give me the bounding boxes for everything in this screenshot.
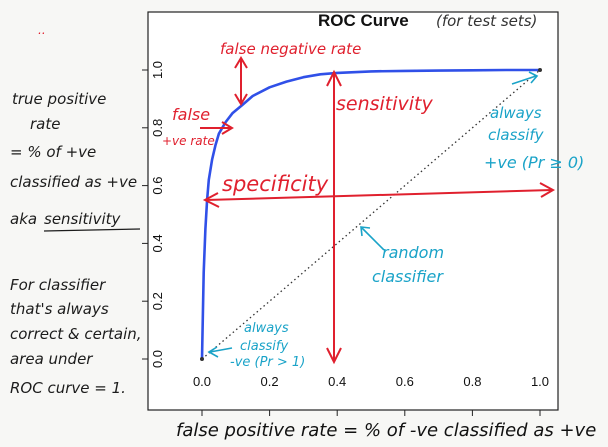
x-tick-label: 0.0 — [193, 374, 211, 389]
specificity-arrowhead-left — [202, 192, 220, 208]
always-positive-line3: +ve (Pr ≥ 0) — [484, 153, 584, 172]
x-tick-label: 0.8 — [463, 374, 481, 389]
false-positive-arrowhead — [221, 121, 234, 135]
plot-area — [148, 12, 558, 410]
false-positive-label-line2: +ve rate — [162, 134, 215, 148]
bottom-note-line5: ROC curve = 1. — [10, 379, 126, 397]
plot-frame — [147, 11, 559, 411]
annotation-arrows — [200, 56, 556, 365]
series-layer — [200, 68, 542, 361]
always-positive-line2: classify — [488, 126, 545, 144]
specificity-arrow — [205, 189, 553, 201]
y-tick-label: 1.0 — [150, 61, 165, 79]
false-negative-arrowhead-up — [234, 56, 248, 69]
chart-subtitle: (for test sets) — [436, 12, 537, 30]
specificity-arrowhead-right — [539, 182, 556, 198]
y-tick-label: 0.6 — [150, 177, 165, 195]
x-tick-label: 0.6 — [396, 374, 414, 389]
bottom-note-line3: correct & certain, — [10, 325, 142, 343]
bottom-note-line1: For classifier — [10, 276, 106, 294]
bottom-note-line4: area under — [10, 350, 93, 368]
sensitivity-label: sensitivity — [336, 93, 434, 115]
left-note-aka: aka — [10, 210, 37, 228]
always-positive-line1: always — [490, 104, 542, 122]
specificity-label: specificity — [222, 172, 329, 196]
sensitivity-underline — [43, 228, 141, 232]
always-positive-arrowhead — [528, 71, 539, 84]
x-tick-label: 1.0 — [531, 374, 549, 389]
origin-point — [200, 357, 204, 361]
x-tick-label: 0.2 — [261, 374, 279, 389]
false-positive-label-line1: false — [172, 105, 210, 124]
sensitivity-arrowhead-down — [326, 347, 342, 365]
y-tick-label: 0.4 — [150, 234, 165, 252]
false-negative-arrowhead-down — [234, 93, 248, 106]
chart-title: ROC Curve — [318, 11, 409, 30]
y-tick-label: 0.0 — [150, 350, 165, 368]
sensitivity-arrowhead-up — [326, 69, 342, 87]
top-right-point — [538, 68, 542, 72]
left-note-line4: classified as +ve — [10, 173, 137, 191]
left-note-line3: = % of +ve — [10, 143, 96, 161]
y-tick-label: 0.8 — [150, 119, 165, 137]
false-negative-rate-label: false negative rate — [220, 40, 361, 58]
blue-arrows — [207, 71, 539, 358]
always-negative-line3: -ve (Pr > 1) — [230, 355, 305, 370]
small-mark: .. — [38, 23, 46, 37]
always-negative-arrowhead — [207, 346, 219, 358]
always-negative-line1: always — [244, 321, 289, 336]
left-note-line2: rate — [30, 115, 60, 133]
x-tick-label: 0.4 — [328, 374, 346, 389]
x-axis-label: false positive rate = % of -ve classifie… — [176, 420, 596, 441]
left-note-sensitivity: sensitivity — [44, 210, 122, 228]
bottom-note-line2: that's always — [10, 300, 109, 318]
y-tick-label: 0.2 — [150, 292, 165, 310]
axes: 0.0 0.2 0.4 0.6 0.8 1.0 0.0 0.2 0.4 0.6 0.8 1.0 — [142, 61, 549, 416]
random-classifier-line1: random — [382, 243, 444, 262]
always-positive-arrow — [511, 75, 537, 85]
roc-curve-line — [200, 68, 540, 360]
random-classifier-arrowhead — [360, 226, 371, 237]
always-negative-arrow — [209, 347, 233, 353]
random-classifier-arrow — [361, 227, 385, 251]
left-note-line1: true positive — [12, 90, 106, 108]
always-negative-line2: classify — [240, 339, 288, 354]
random-classifier-line2: classifier — [372, 267, 444, 286]
